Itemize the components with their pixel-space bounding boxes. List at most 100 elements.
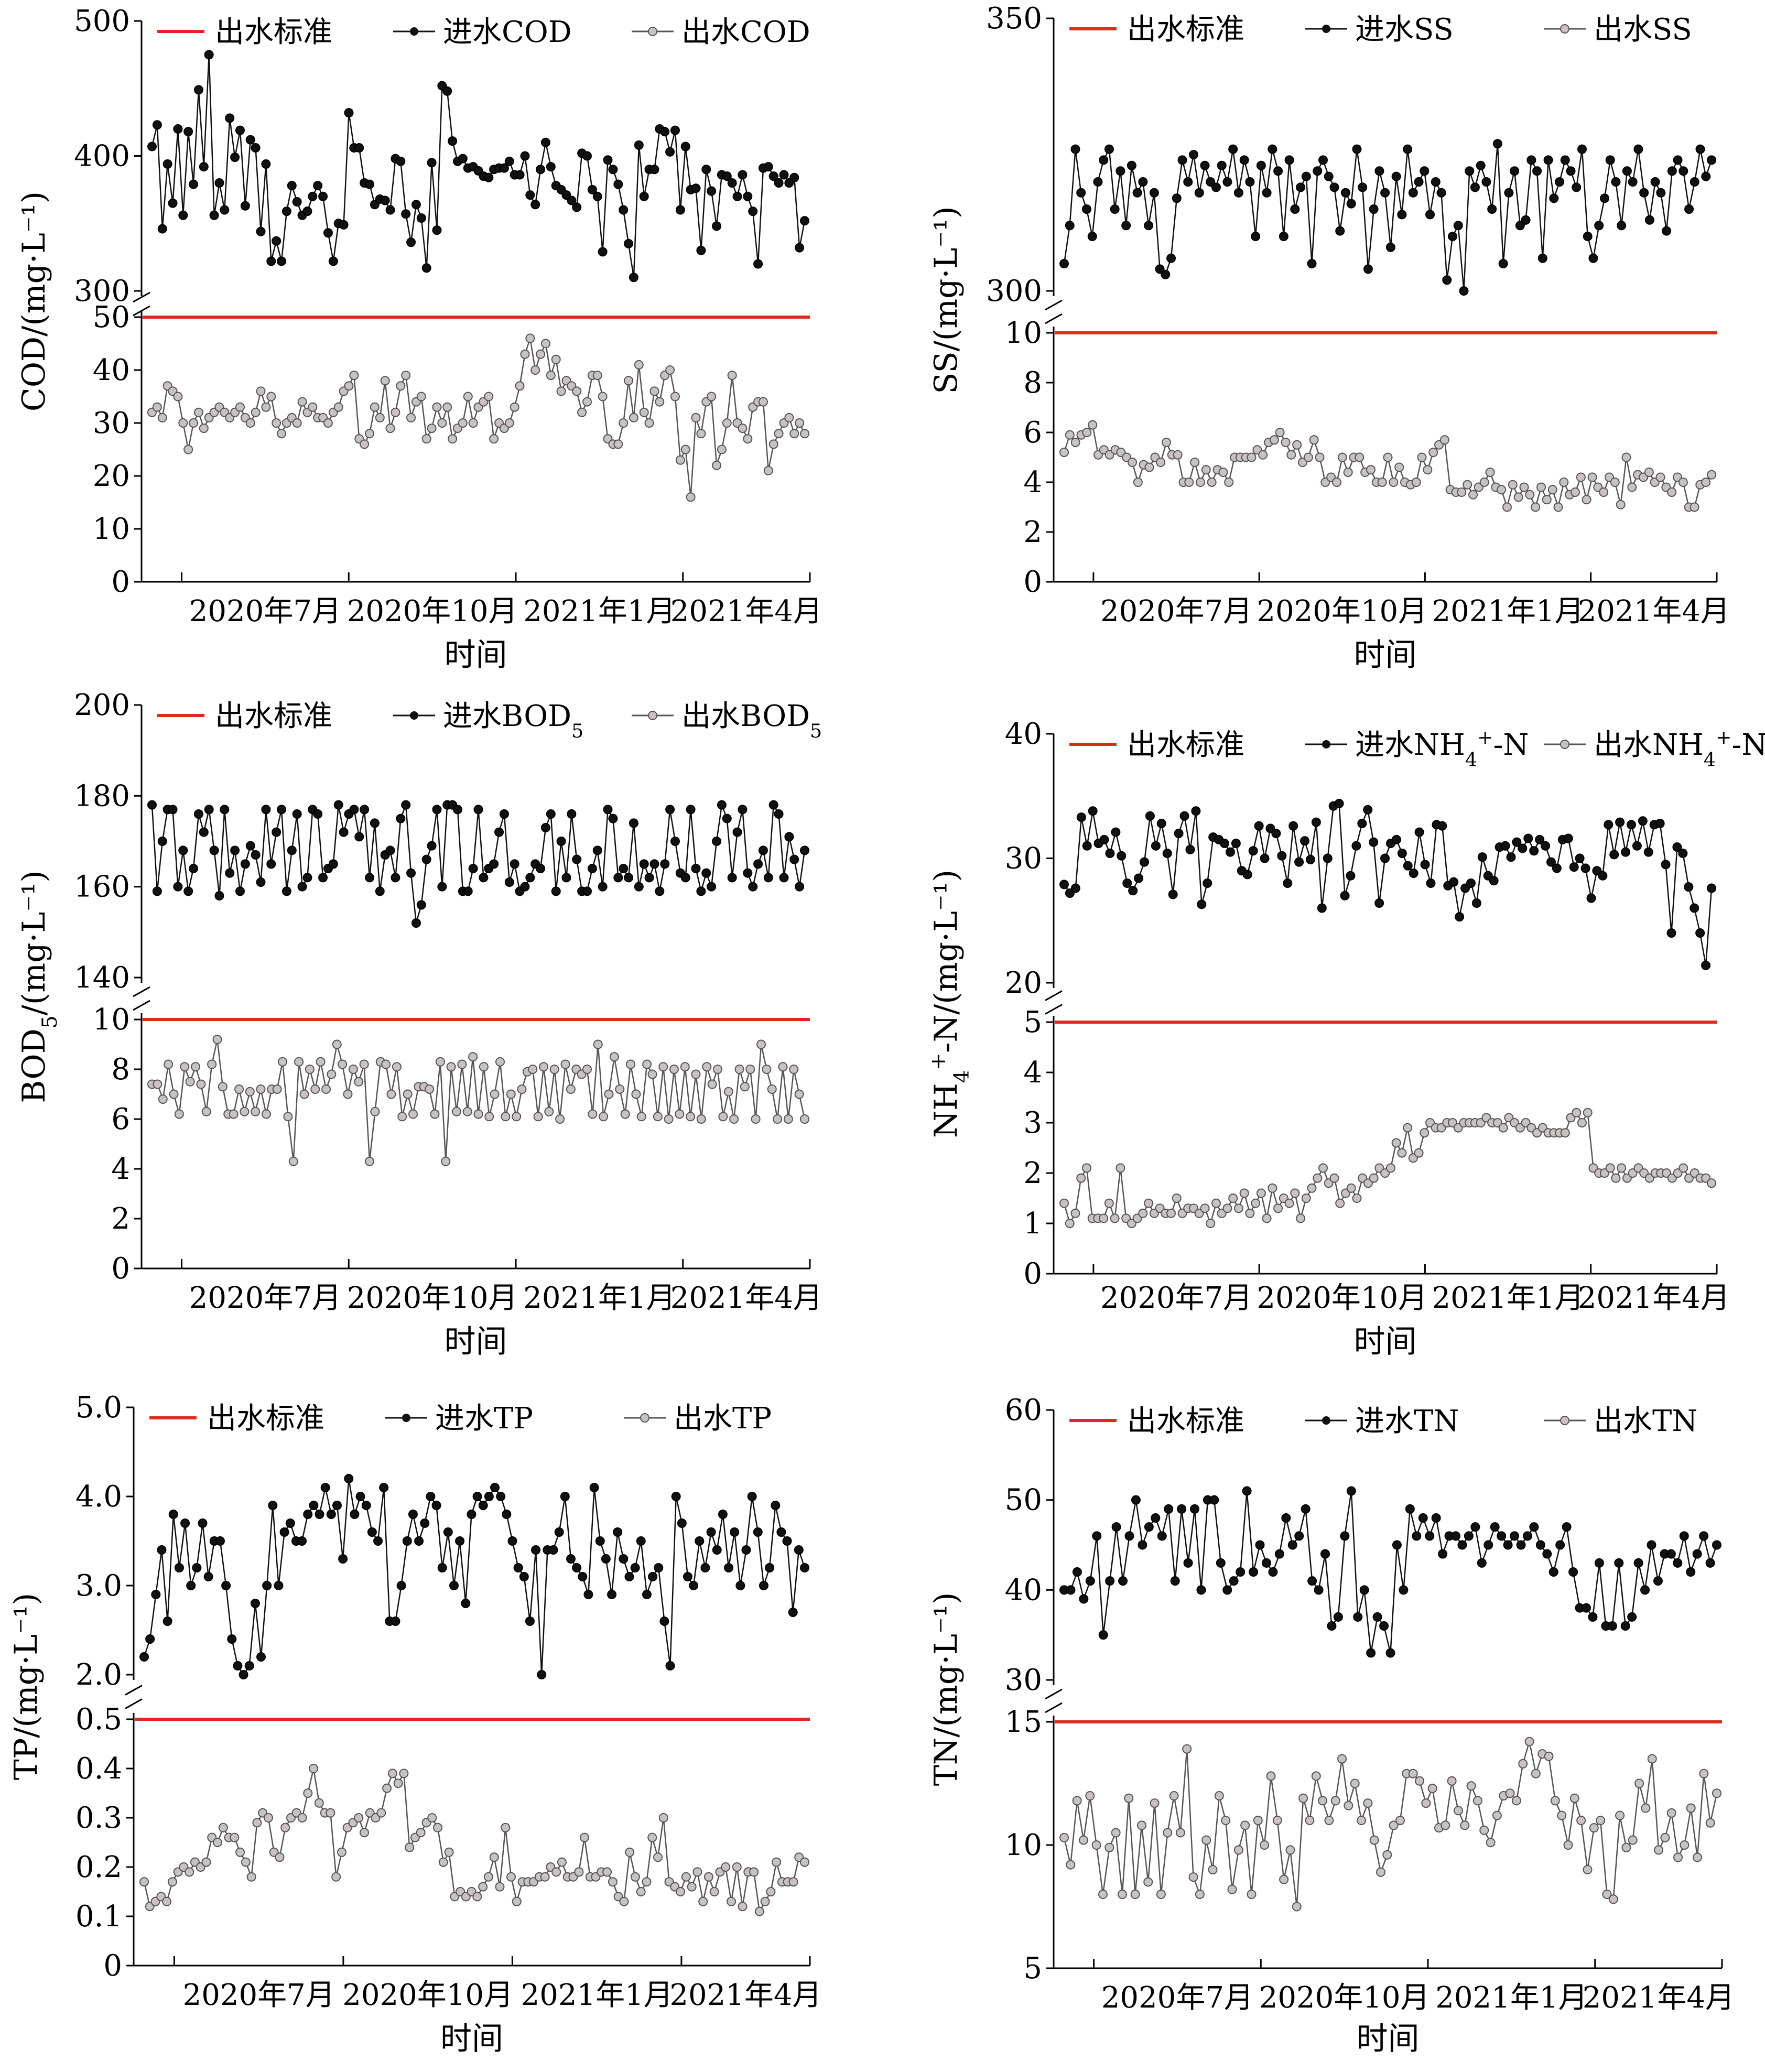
influent-point [1245,177,1255,187]
influent-point [192,1563,202,1572]
effluent-point [1076,1173,1086,1183]
influent-point [414,1536,424,1546]
influent-point [1196,1585,1206,1595]
influent-point [608,165,618,175]
effluent-point [245,1087,255,1097]
x-tick-label: 2021年4月 [1583,1981,1735,2015]
influent-point [1516,1540,1526,1550]
influent-point [1563,833,1573,843]
effluent-point [1343,468,1353,477]
y-tick-label: 40 [93,353,130,387]
influent-point [1701,171,1711,181]
influent-point [1588,1612,1598,1622]
influent-point [1431,1513,1441,1523]
effluent-point [1247,1890,1257,1899]
influent-point [1690,903,1699,913]
effluent-point [1616,500,1626,509]
influent-point [753,1527,763,1537]
legend-influent-marker [1322,740,1330,748]
effluent-point [1311,1771,1321,1781]
influent-point [204,805,214,815]
influent-point [1059,259,1069,268]
influent-point [1340,891,1350,901]
influent-point [1132,188,1142,198]
effluent-point [365,429,374,439]
influent-point [1217,160,1227,170]
influent-point [701,165,711,175]
influent-point [183,886,193,896]
x-tick-label: 2020年7月 [189,594,341,628]
effluent-point [185,1077,195,1087]
effluent-point [686,1112,696,1122]
effluent-point [1099,1213,1109,1223]
influent-point [297,1536,307,1546]
influent-point [546,162,556,172]
influent-point [1655,819,1665,828]
axis-break-mark [1045,299,1063,311]
influent-point [193,809,203,819]
influent-point [1353,1612,1363,1622]
influent-point [1138,1540,1147,1550]
influent-point [339,220,349,230]
influent-point [1206,177,1216,187]
effluent-point [1577,1118,1587,1127]
effluent-point [1441,1820,1450,1830]
effluent-point [1382,1850,1392,1860]
influent-point [468,864,478,873]
effluent-point [1307,1183,1317,1193]
effluent-point [1258,450,1268,460]
x-tick-label: 2020年7月 [1101,1981,1253,2015]
influent-point [1222,1585,1232,1595]
influent-point [722,171,732,181]
effluent-point [463,392,473,402]
effluent-point [1082,428,1092,437]
effluent-point [1169,1791,1179,1800]
x-tick-label: 2020年10月 [342,1978,513,2012]
influent-point [707,882,717,892]
influent-point [268,1501,278,1510]
effluent-point [723,1087,733,1097]
effluent-point [218,1823,228,1832]
effluent-point [732,1862,742,1872]
influent-point [1131,1495,1141,1505]
legend-label: 进水BOD5 [443,699,583,742]
influent-point [262,1581,272,1590]
effluent-point [1309,435,1319,445]
x-tick-label: 2020年7月 [1100,594,1252,628]
legend-label: 出水标准 [215,15,332,49]
influent-point [484,1492,494,1501]
effluent-point [1245,1208,1255,1218]
influent-point [670,125,680,135]
influent-point [779,873,789,883]
influent-point [691,183,701,193]
influent-point [458,154,468,164]
effluent-point [387,1769,397,1778]
effluent-point [778,1062,788,1072]
influent-point [449,1581,459,1590]
influent-point [1229,1576,1239,1586]
influent-point [1412,1531,1422,1541]
effluent-point [331,1872,341,1882]
influent-point [1249,1567,1259,1577]
influent-point [582,886,592,896]
influent-point [1577,144,1587,154]
y-tick-label: 15 [1005,1705,1042,1739]
influent-point [1099,834,1109,844]
influent-point [1666,1549,1676,1559]
influent-point [753,859,763,869]
influent-point [1555,1540,1565,1550]
effluent-point [681,1872,691,1882]
influent-point [266,859,276,869]
effluent-point [157,413,167,422]
effluent-point [634,360,644,370]
influent-point [1277,851,1287,861]
effluent-point [468,418,478,428]
influent-point [1236,1567,1246,1577]
influent-point [1379,1621,1389,1631]
effluent-point [800,1857,809,1867]
effluent-point [1059,448,1069,457]
effluent-point [560,1059,570,1069]
influent-point [302,873,312,883]
effluent-point [686,492,696,502]
